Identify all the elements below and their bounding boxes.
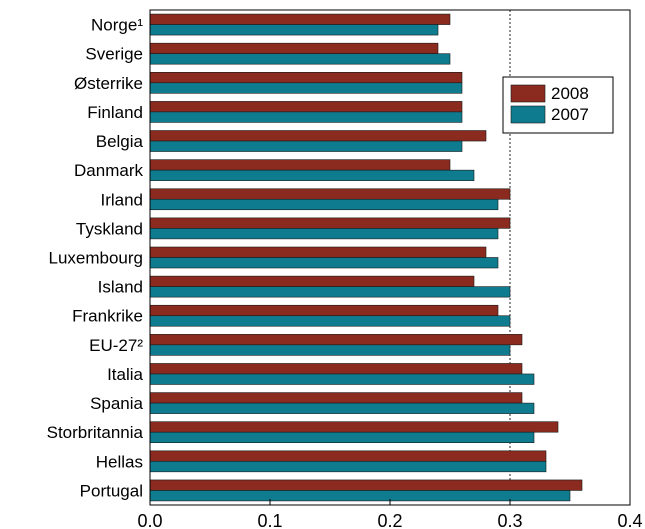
bar-2007-14 <box>149 431 535 444</box>
bar-2008-6 <box>149 188 511 200</box>
bar-2008-14 <box>149 421 559 433</box>
legend-swatch-2008 <box>510 84 546 103</box>
bar-2008-2 <box>149 71 463 84</box>
bar-2008-8 <box>149 246 487 258</box>
legend-label-2008: 2008 <box>551 84 589 103</box>
category-label: Spania <box>90 394 143 413</box>
x-tick-label: 0.2 <box>377 511 402 529</box>
category-label: Finland <box>87 103 143 122</box>
category-label: Sverige <box>85 45 143 64</box>
bar-2008-9 <box>149 275 475 287</box>
bar-2007-13 <box>149 402 535 414</box>
bar-2007-5 <box>149 169 475 181</box>
category-label: Frankrike <box>72 307 143 326</box>
bar-2008-16 <box>149 479 583 491</box>
bar-2008-15 <box>149 450 547 462</box>
bar-2008-3 <box>149 101 463 113</box>
bar-2008-10 <box>149 304 499 317</box>
category-label: Storbritannia <box>47 423 144 442</box>
bar-2007-1 <box>149 53 451 65</box>
bar-2007-16 <box>149 490 571 502</box>
legend: 2008 2007 <box>502 76 614 134</box>
bar-2007-9 <box>149 286 511 298</box>
bar-2008-1 <box>149 42 439 54</box>
bar-2008-7 <box>149 217 511 229</box>
category-label: Belgia <box>96 132 144 151</box>
category-label: Portugal <box>80 481 143 500</box>
x-tick-label: 0.4 <box>617 511 642 529</box>
bar-2007-4 <box>149 140 463 152</box>
category-label: EU-27² <box>89 336 143 355</box>
legend-label-2007: 2007 <box>551 105 589 124</box>
category-label: Danmark <box>74 161 143 180</box>
bar-2008-11 <box>149 334 523 346</box>
legend-swatch-2007 <box>510 105 546 124</box>
bar-2008-5 <box>149 159 451 171</box>
bar-2007-12 <box>149 373 535 385</box>
bar-2007-15 <box>149 461 547 473</box>
bar-2007-3 <box>149 111 463 123</box>
bar-2007-8 <box>149 257 499 269</box>
bar-2007-11 <box>149 344 511 356</box>
category-label: Østerrike <box>74 74 143 93</box>
category-label: Norge¹ <box>91 16 143 35</box>
category-label: Tyskland <box>76 219 143 238</box>
bar-2008-0 <box>149 13 451 25</box>
category-label: Italia <box>107 365 143 384</box>
bar-2007-0 <box>149 24 439 36</box>
bar-2007-6 <box>149 198 499 211</box>
bar-2008-4 <box>149 130 487 142</box>
bar-2008-13 <box>149 392 523 404</box>
bar-2007-7 <box>149 228 499 240</box>
bar-2007-10 <box>149 315 511 327</box>
bar-2008-12 <box>149 363 523 375</box>
category-label: Island <box>98 278 143 297</box>
bar-2007-2 <box>149 82 463 94</box>
category-label: Luxembourg <box>48 249 143 268</box>
x-tick-label: 0.1 <box>257 511 282 529</box>
x-tick-label: 0.3 <box>497 511 522 529</box>
category-label: Hellas <box>96 452 143 471</box>
category-label: Irland <box>100 190 143 209</box>
x-tick-label: 0.0 <box>137 511 162 529</box>
